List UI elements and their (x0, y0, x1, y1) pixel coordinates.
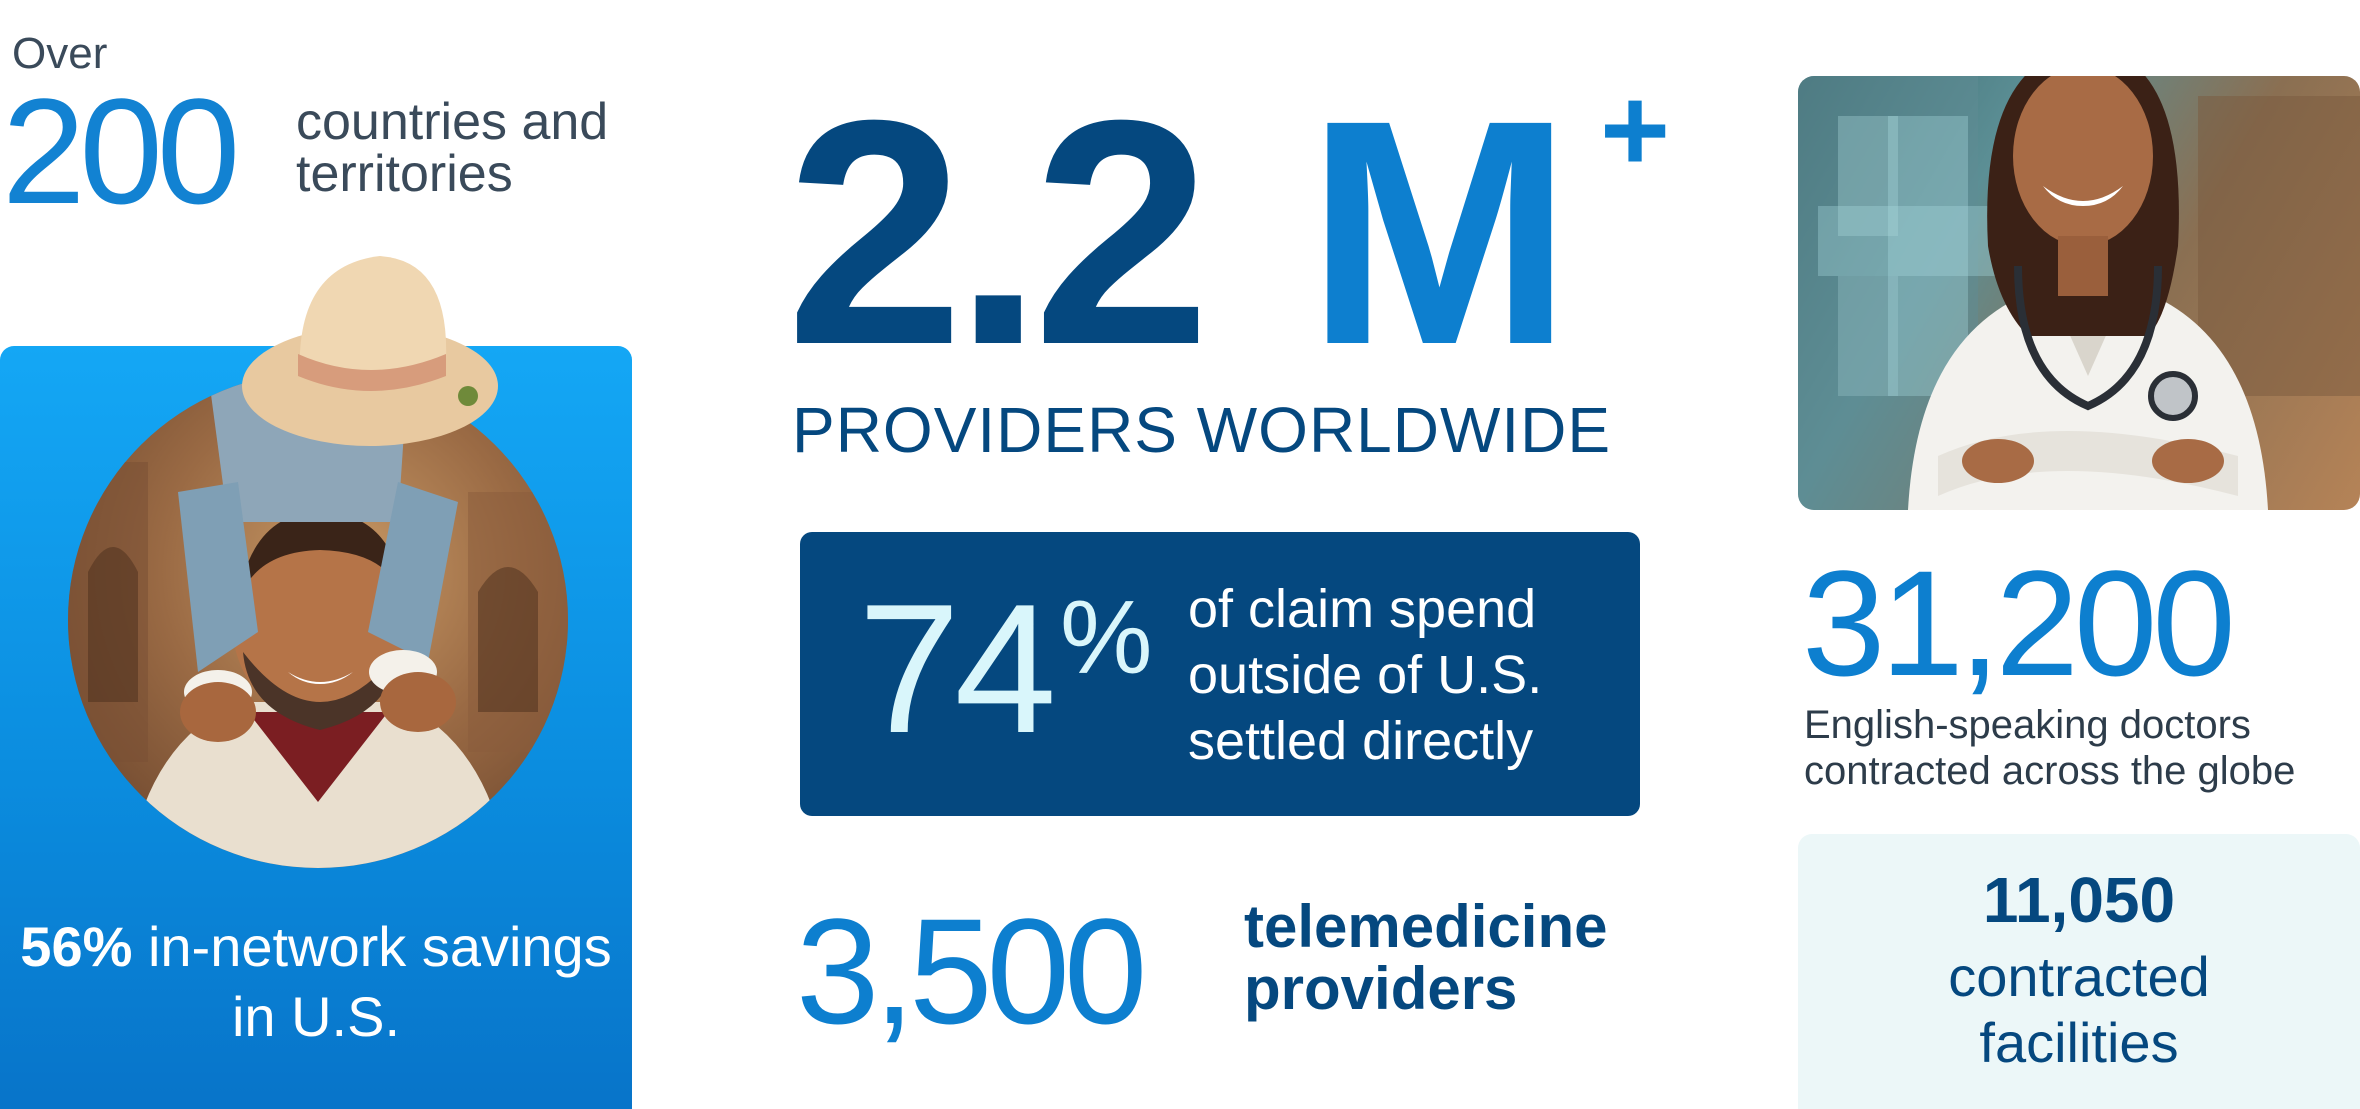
savings-text: in-network savings in U.S. (147, 915, 612, 1048)
telemedicine-label: telemedicine providers (1244, 896, 1608, 1020)
countries-count: 200 (2, 67, 240, 235)
telemedicine-label-line2: providers (1244, 955, 1518, 1022)
telemedicine-number: 3,500 (796, 887, 1147, 1055)
doctors-number: 31,200 (1802, 539, 2236, 707)
providers-unit: M (1306, 53, 1573, 411)
savings-stat: 56% in-network savings in U.S. (0, 912, 632, 1052)
claims-percent: % (1060, 580, 1153, 696)
facilities-label-line2: facilities (1979, 1011, 2179, 1074)
doctors-label: English-speaking doctors contracted acro… (1804, 702, 2360, 794)
facilities-label-line1: contracted (1948, 945, 2210, 1008)
providers-plus: + (1600, 63, 1671, 197)
providers-label: PROVIDERS WORLDWIDE (792, 394, 1612, 466)
claims-text: of claim spend outside of U.S. settled d… (1188, 579, 1543, 771)
doctors-label-line1: English-speaking doctors (1804, 703, 2251, 747)
facilities-number: 11,050 (1982, 864, 2176, 936)
over-label: Over (12, 29, 108, 78)
facilities-card (1798, 834, 2360, 1109)
doctors-label-line2: contracted across the globe (1804, 749, 2296, 793)
countries-label: countries and territories (296, 93, 609, 203)
child-hat-graphic (240, 236, 500, 461)
doctor-photo (1798, 76, 2360, 510)
claims-card (800, 532, 1640, 816)
providers-number: 2.2 (786, 53, 1211, 411)
claims-number: 74 (858, 565, 1057, 771)
facilities-label: contracted facilities (1798, 944, 2360, 1076)
telemedicine-label-line1: telemedicine (1244, 893, 1608, 960)
father-daughter-photo (68, 372, 568, 868)
savings-value: 56% (20, 915, 133, 978)
